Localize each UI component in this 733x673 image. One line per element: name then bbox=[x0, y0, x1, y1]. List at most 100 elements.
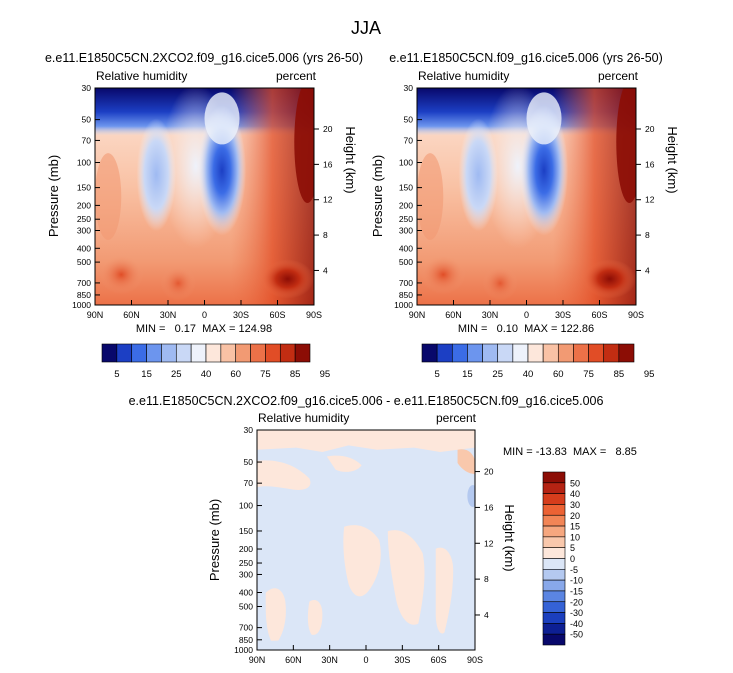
colorbar-swatch bbox=[190, 343, 207, 363]
y-tick-label: 50 bbox=[404, 115, 414, 125]
stats-text: MIN = 0.10 MAX = 122.86 bbox=[458, 323, 594, 335]
colorbar-swatch bbox=[512, 343, 529, 363]
y-tick-label: 400 bbox=[239, 588, 253, 598]
colorbar-swatch bbox=[542, 579, 566, 592]
x-tick-label: 60N bbox=[445, 310, 462, 320]
panel-title: e.e11.E1850C5CN.2XCO2.f09_g16.cice5.006 … bbox=[129, 394, 604, 408]
colorbar-swatch bbox=[527, 343, 544, 363]
colorbar-swatch bbox=[542, 623, 566, 635]
stats-text: MIN = 0.17 MAX = 124.98 bbox=[136, 323, 272, 335]
colorbar-label: 5 bbox=[570, 543, 575, 553]
y-tick-label: 70 bbox=[244, 478, 254, 488]
y-tick-label: 700 bbox=[239, 623, 253, 633]
panel-left-label: Relative humidity bbox=[418, 69, 509, 83]
x-tick-label: 30N bbox=[482, 310, 499, 320]
colorbar-label: 20 bbox=[570, 511, 580, 521]
colorbar-swatch bbox=[235, 343, 251, 363]
x-tick-label: 90S bbox=[467, 655, 483, 665]
y-tick-label: 150 bbox=[77, 183, 91, 193]
axis-ticks: 90N 60N 30N 0 30S 60S 90S 30 50 70 100 150 200 250300… bbox=[234, 425, 494, 665]
y-tick-label: 50 bbox=[244, 457, 254, 467]
colorbar-swatch bbox=[220, 343, 237, 363]
axis-ticks: 90N 60N 30N 0 30S 60S 90S 30 50 70 100 150 200 250300… bbox=[394, 83, 655, 320]
heatmap-field bbox=[257, 430, 475, 650]
x-tick-label: 30S bbox=[555, 310, 571, 320]
heatmap-field bbox=[417, 88, 636, 305]
figure-title: JJA bbox=[351, 18, 381, 38]
colorbar-swatch bbox=[542, 633, 566, 646]
y-tick-right-label: 20 bbox=[323, 124, 333, 134]
colorbar-left: 5 15 25 40 60 75 85 95 bbox=[101, 343, 331, 380]
colorbar-swatch bbox=[542, 547, 566, 559]
y-tick-label: 150 bbox=[399, 183, 413, 193]
colorbar-label: 95 bbox=[644, 369, 655, 380]
y-tick-right-label: 12 bbox=[645, 195, 655, 205]
panel-right-label: percent bbox=[598, 69, 639, 83]
y-tick-label: 500 bbox=[239, 602, 253, 612]
colorbar-label: 5 bbox=[434, 369, 439, 380]
colorbar-swatch bbox=[436, 343, 453, 363]
axis-ticks: 90N 60N 30N 0 30S 60S 90S 30 50 70 100 150 200 250300… bbox=[72, 83, 333, 320]
y-tick-label: 30 bbox=[244, 425, 254, 435]
colorbar-swatch bbox=[542, 612, 566, 624]
colorbar-label: 10 bbox=[570, 532, 580, 542]
colorbar-swatch bbox=[265, 343, 281, 363]
y-axis-label: Pressure (mb) bbox=[46, 155, 61, 237]
panel-right-label: percent bbox=[276, 69, 317, 83]
colorbar-label: 0 bbox=[570, 554, 575, 564]
y-axis-label-right: Height (km) bbox=[502, 504, 517, 571]
colorbar-label: -30 bbox=[570, 608, 583, 618]
colorbar-swatch bbox=[146, 343, 162, 363]
colorbar-swatch bbox=[467, 343, 483, 363]
colorbar-label: -40 bbox=[570, 619, 583, 629]
colorbar-label: 25 bbox=[492, 369, 503, 380]
panel-top-left: e.e11.E1850C5CN.2XCO2.f09_g16.cice5.006 … bbox=[45, 51, 363, 335]
y-tick-label: 1000 bbox=[394, 300, 413, 310]
stats-text: MIN = -13.83 MAX = 8.85 bbox=[503, 446, 637, 458]
x-tick-label: 0 bbox=[202, 310, 207, 320]
y-tick-label: 100 bbox=[399, 158, 413, 168]
colorbar-swatch bbox=[588, 343, 605, 363]
y-tick-label: 300 bbox=[77, 225, 91, 235]
y-tick-right-label: 16 bbox=[323, 159, 333, 169]
x-tick-label: 30N bbox=[321, 655, 338, 665]
y-tick-right-label: 4 bbox=[323, 265, 328, 275]
y-tick-right-label: 8 bbox=[484, 574, 489, 584]
colorbar-swatch bbox=[205, 343, 222, 363]
y-tick-label: 700 bbox=[399, 278, 413, 288]
y-tick-label: 1000 bbox=[72, 300, 91, 310]
colorbar-swatch bbox=[451, 343, 468, 363]
x-tick-label: 60N bbox=[123, 310, 140, 320]
colorbar-swatch bbox=[294, 343, 311, 363]
colorbar-label: 75 bbox=[583, 369, 594, 380]
colorbar-right: 5 15 25 40 60 75 85 95 bbox=[421, 343, 655, 380]
y-tick-label: 300 bbox=[399, 225, 413, 235]
colorbar-label: -5 bbox=[570, 565, 578, 575]
colorbar-swatch bbox=[161, 343, 177, 363]
y-tick-label: 400 bbox=[77, 243, 91, 253]
colorbar-swatch bbox=[557, 343, 574, 363]
y-tick-label: 850 bbox=[77, 290, 91, 300]
x-tick-label: 60N bbox=[285, 655, 302, 665]
colorbar-swatch bbox=[542, 590, 566, 603]
y-tick-label: 200 bbox=[399, 200, 413, 210]
colorbar-swatch bbox=[618, 343, 635, 363]
colorbar-swatch bbox=[482, 343, 499, 363]
y-tick-label: 250 bbox=[239, 558, 253, 568]
y-tick-label: 250 bbox=[77, 214, 91, 224]
y-tick-right-label: 8 bbox=[645, 230, 650, 240]
y-tick-right-label: 16 bbox=[645, 159, 655, 169]
y-tick-right-label: 20 bbox=[484, 467, 494, 477]
colorbar-label: 95 bbox=[320, 369, 331, 380]
panel-top-right: e.e11.E1850C5CN.f09_g16.cice5.006 (yrs 2… bbox=[370, 51, 680, 335]
colorbar-label: -10 bbox=[570, 576, 583, 586]
y-tick-label: 200 bbox=[77, 200, 91, 210]
y-tick-label: 500 bbox=[399, 257, 413, 267]
y-tick-label: 30 bbox=[82, 83, 92, 93]
y-axis-label: Pressure (mb) bbox=[207, 499, 222, 581]
y-tick-label: 850 bbox=[399, 290, 413, 300]
colorbar-label: 15 bbox=[462, 369, 473, 380]
colorbar-label: 60 bbox=[553, 369, 564, 380]
